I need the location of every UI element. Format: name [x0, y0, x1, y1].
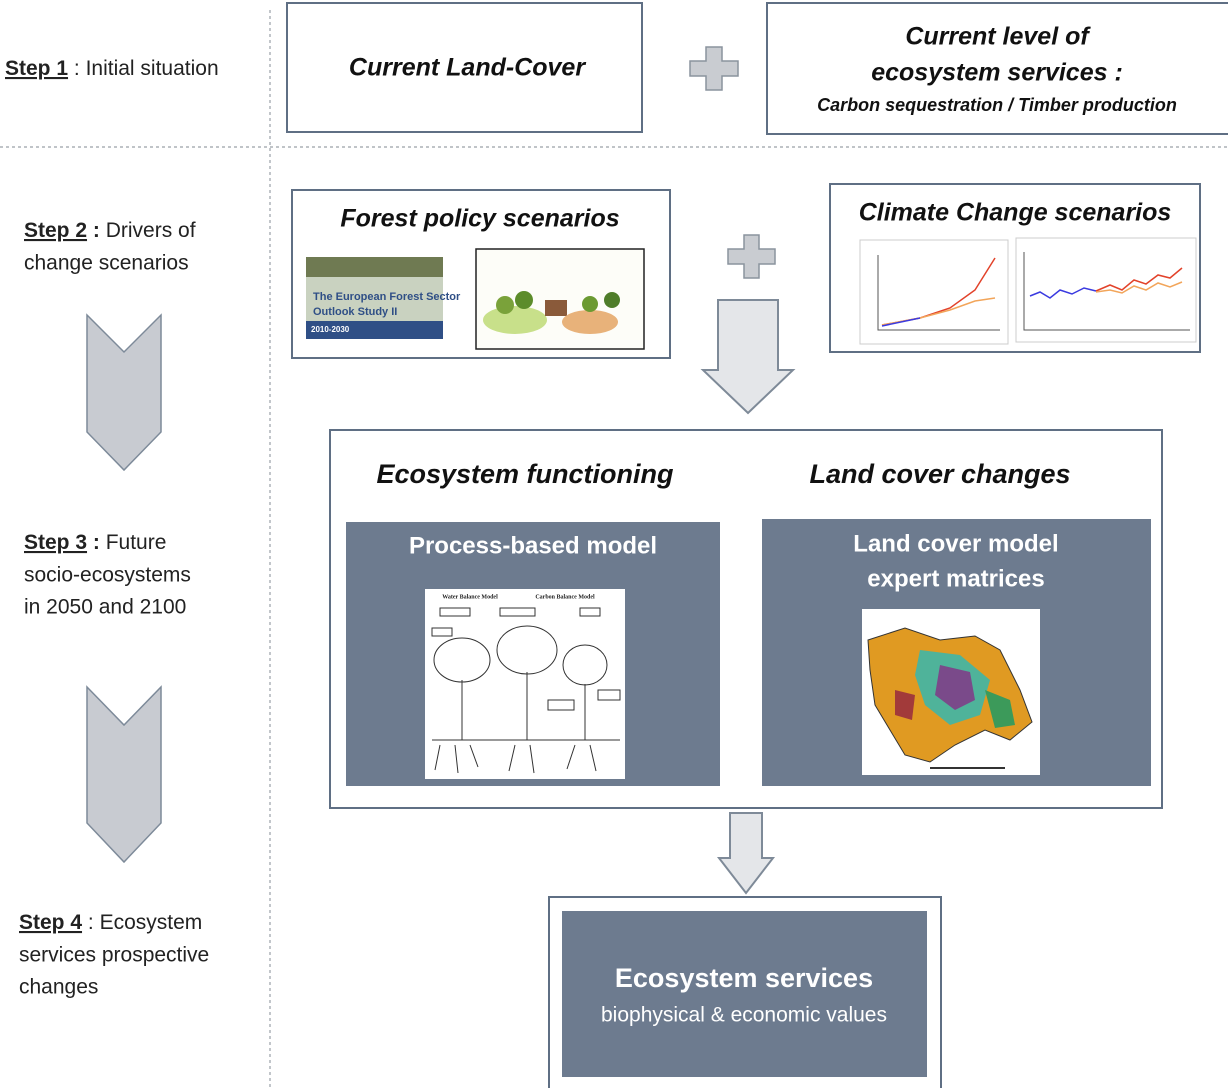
cover-text: 2010-2030 — [311, 325, 350, 334]
process-diagram: Water Balance Model Carbon Balance Model — [425, 589, 625, 779]
step-label: Step 1 — [5, 57, 68, 80]
step-separator: : — [93, 219, 100, 242]
step-separator: : — [93, 531, 100, 554]
flow-arrow — [700, 299, 796, 415]
step-text: services prospective — [19, 944, 209, 967]
step-label: Step 3 — [24, 531, 87, 554]
step-text: Drivers of — [106, 219, 196, 242]
outcome-subtitle: biophysical & economic values — [601, 1004, 887, 1027]
step-label: Step 2 — [24, 219, 87, 242]
plus-icon — [727, 234, 776, 279]
box-title: Land cover changes — [809, 459, 1070, 489]
step-label: Step 4 — [19, 911, 82, 934]
report-cover-photo — [306, 257, 443, 277]
report-cover-band — [306, 321, 443, 339]
outcome-panel — [562, 911, 927, 1077]
chevron — [86, 685, 162, 864]
step-text: Future — [106, 531, 167, 554]
panel-title: Land cover model — [853, 530, 1058, 557]
services-box — [766, 2, 1228, 135]
box-title: Current Land-Cover — [349, 54, 586, 82]
land-cover-map — [862, 609, 1040, 775]
step-separator: : — [74, 57, 80, 80]
step-1: Step 1 : Initial situation — [5, 57, 219, 80]
land-cover-box — [286, 2, 643, 133]
diagram-label: Water Balance Model — [442, 594, 498, 600]
plus-icon — [689, 46, 739, 91]
panel-title: Process-based model — [409, 532, 657, 559]
step-text: change scenarios — [24, 252, 189, 275]
box-title: Forest policy scenarios — [340, 205, 619, 233]
flow-arrow — [716, 812, 776, 895]
climate-chart-thumbnail — [859, 239, 1009, 345]
box-subtitle: Carbon sequestration / Timber production — [817, 95, 1177, 115]
box-title: Ecosystem functioning — [376, 459, 674, 489]
step-text: Ecosystem — [100, 911, 203, 934]
step-text: Initial situation — [86, 57, 219, 80]
box-title: ecosystem services : — [871, 59, 1123, 87]
box-title: Current level of — [905, 23, 1091, 51]
chevron — [86, 313, 162, 472]
scenario-illustration — [475, 248, 645, 350]
step-4: Step 4 : Ecosystem — [19, 911, 202, 934]
cover-text: The European Forest Sector — [313, 291, 461, 303]
box-title: Climate Change scenarios — [859, 199, 1172, 227]
step-separator: : — [88, 911, 94, 934]
diagram-label: Carbon Balance Model — [535, 594, 595, 600]
step-text: in 2050 and 2100 — [24, 596, 186, 619]
panel-title: expert matrices — [867, 565, 1044, 592]
step-2: Step 2 : Drivers of — [24, 219, 196, 242]
cover-text: Outlook Study II — [313, 306, 397, 318]
outcome-title: Ecosystem services — [615, 963, 873, 993]
step-text: socio-ecosystems — [24, 564, 191, 587]
step-text: changes — [19, 976, 98, 999]
climate-chart-thumbnail — [1015, 237, 1197, 343]
step-3: Step 3 : Future — [24, 531, 166, 554]
